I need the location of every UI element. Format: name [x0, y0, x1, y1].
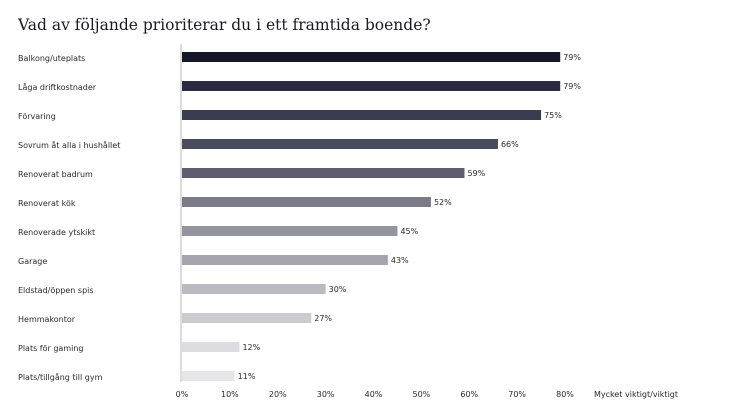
x-tick-label: 40%	[365, 390, 383, 399]
category-label: Plats/tillgång till gym	[18, 372, 103, 382]
category-label: Renoverade ytskikt	[18, 228, 95, 237]
value-label: 12%	[242, 343, 260, 352]
bar	[182, 284, 326, 294]
value-label: 11%	[238, 372, 256, 381]
category-label: Plats för gaming	[18, 344, 83, 353]
bar-row: Renoverade ytskikt 45%	[18, 226, 419, 237]
bar	[182, 197, 431, 207]
category-label: Förvaring	[18, 112, 56, 121]
value-label: 59%	[467, 169, 485, 178]
value-label: 75%	[544, 111, 562, 120]
bar-row: Plats/tillgång till gym 11%	[18, 371, 256, 382]
x-tick-label: 20%	[269, 390, 287, 399]
x-tick-label: 30%	[317, 390, 335, 399]
value-label: 79%	[563, 82, 581, 91]
bar	[182, 313, 312, 323]
bar-row: Balkong/uteplats 79%	[18, 52, 581, 63]
bar-row: Hemmakontor 27%	[18, 313, 332, 324]
category-label: Låga driftkostnader	[18, 82, 97, 92]
value-label: 30%	[329, 285, 347, 294]
bar-row: Garage 43%	[18, 255, 409, 266]
category-label: Balkong/uteplats	[18, 54, 85, 63]
bar-row: Renoverat kök 52%	[18, 197, 452, 208]
bar	[182, 342, 240, 352]
category-label: Renoverat badrum	[18, 170, 93, 179]
bar-row: Sovrum åt alla i hushållet 66%	[18, 139, 519, 150]
bar-row: Renoverat badrum 59%	[18, 168, 486, 179]
category-label: Renoverat kök	[18, 199, 76, 208]
x-tick-label: 60%	[460, 390, 478, 399]
category-label: Garage	[18, 257, 47, 266]
x-tick-label: 50%	[412, 390, 430, 399]
value-label: 43%	[391, 256, 409, 265]
value-label: 27%	[314, 314, 332, 323]
bar-row: Eldstad/öppen spis 30%	[18, 284, 347, 295]
x-tick-label: 10%	[221, 390, 239, 399]
x-tick-label: 70%	[508, 390, 526, 399]
x-tick-label: 0%	[176, 390, 189, 399]
bar-row: Plats för gaming 12%	[18, 342, 261, 353]
bar-row: Låga driftkostnader 79%	[18, 81, 581, 92]
bars-group: Balkong/uteplats 79% Låga driftkostnader 79…	[18, 52, 581, 382]
bar	[182, 168, 465, 178]
bar	[182, 110, 542, 120]
category-label: Sovrum åt alla i hushållet	[18, 140, 120, 150]
bar-row: Förvaring 75%	[18, 110, 562, 121]
x-tick-label: 80%	[556, 390, 574, 399]
category-label: Hemmakontor	[18, 315, 76, 324]
value-label: 79%	[563, 53, 581, 62]
category-label: Eldstad/öppen spis	[18, 286, 94, 295]
bar	[182, 255, 388, 265]
x-axis-label: Mycket viktigt/viktigt	[594, 390, 678, 399]
bar	[182, 226, 398, 236]
bar	[182, 139, 498, 149]
value-label: 66%	[501, 140, 519, 149]
x-axis-ticks: 0% 10% 20% 30% 40% 50% 60% 70% 80%	[176, 390, 575, 399]
bar	[182, 371, 235, 381]
bar	[182, 81, 561, 91]
value-label: 52%	[434, 198, 452, 207]
value-label: 45%	[400, 227, 418, 236]
bar	[182, 52, 561, 62]
chart-title: Vad av följande prioriterar du i ett fra…	[17, 16, 431, 34]
